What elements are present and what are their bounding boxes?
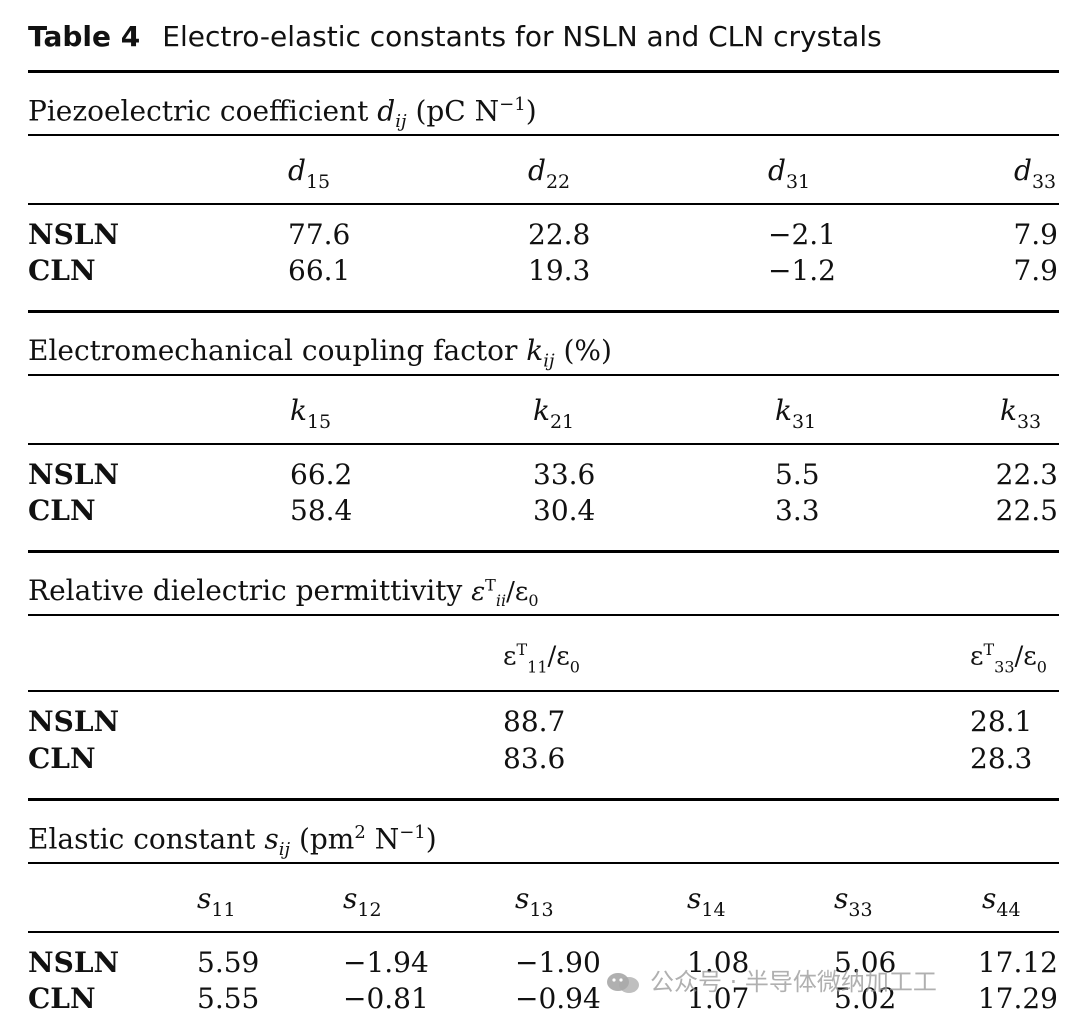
col-head-d33: d33 bbox=[1014, 154, 1057, 193]
table-cell: 5.59 bbox=[197, 946, 260, 979]
table-cell: 5.5 bbox=[775, 458, 820, 491]
rule bbox=[28, 862, 1059, 864]
caption-label: Table 4 bbox=[28, 20, 141, 53]
table-cell: 66.1 bbox=[288, 254, 351, 287]
col-head-k31: k31 bbox=[775, 394, 817, 433]
table-cell: 3.3 bbox=[775, 494, 820, 527]
table-cell: 28.1 bbox=[970, 705, 1033, 738]
col-head-d15: d15 bbox=[288, 154, 331, 193]
table-cell: 66.2 bbox=[290, 458, 353, 491]
section-title-piezo: Piezoelectric coefficient dij (pC N−1) bbox=[28, 94, 537, 132]
row-label: CLN bbox=[28, 494, 96, 527]
col-head-s11: s11 bbox=[197, 882, 236, 921]
section-rule bbox=[28, 550, 1059, 553]
rule bbox=[28, 443, 1059, 445]
table-cell: 17.12 bbox=[977, 946, 1058, 979]
table-cell: 22.3 bbox=[995, 458, 1058, 491]
col-head-k21: k21 bbox=[533, 394, 575, 433]
rule bbox=[28, 203, 1059, 205]
col-head-s14: s14 bbox=[687, 882, 726, 921]
col-head-eps11: εT11/ε0 bbox=[503, 640, 580, 677]
table-cell: 88.7 bbox=[503, 705, 566, 738]
col-head-d22: d22 bbox=[528, 154, 571, 193]
table-cell: 22.8 bbox=[528, 218, 591, 251]
col-head-eps33: εT33/ε0 bbox=[970, 640, 1047, 677]
table-cell: −1.90 bbox=[515, 946, 601, 979]
row-label: NSLN bbox=[28, 458, 120, 491]
row-label: NSLN bbox=[28, 946, 120, 979]
rule bbox=[28, 690, 1059, 692]
rule bbox=[28, 134, 1059, 136]
table-cell: −1.94 bbox=[343, 946, 429, 979]
table-cell: 77.6 bbox=[288, 218, 351, 251]
section-title-dielectric: Relative dielectric permittivity εTii/ε0 bbox=[28, 574, 539, 611]
section-title-elastic: Elastic constant sij (pm2 N−1) bbox=[28, 822, 437, 860]
col-head-s33: s33 bbox=[834, 882, 873, 921]
table-cell: −0.94 bbox=[515, 982, 601, 1015]
col-head-s44: s44 bbox=[982, 882, 1021, 921]
table-cell: 5.06 bbox=[834, 946, 897, 979]
table-cell: 7.9 bbox=[1013, 254, 1058, 287]
table-cell: −2.1 bbox=[768, 218, 836, 251]
table-cell: 19.3 bbox=[528, 254, 591, 287]
section-rule bbox=[28, 310, 1059, 313]
table-cell: 5.02 bbox=[834, 982, 897, 1015]
watermark-text: 公众号 · 半导体微纳加工工 bbox=[650, 968, 937, 996]
row-label: NSLN bbox=[28, 705, 120, 738]
table-cell: 5.55 bbox=[197, 982, 260, 1015]
rule bbox=[28, 931, 1059, 933]
table-caption: Table 4 Electro-elastic constants for NSL… bbox=[28, 20, 882, 53]
col-head-s12: s12 bbox=[343, 882, 382, 921]
table-cell: 17.29 bbox=[977, 982, 1058, 1015]
table-cell: −0.81 bbox=[343, 982, 429, 1015]
row-label: CLN bbox=[28, 254, 96, 287]
top-rule bbox=[28, 70, 1059, 73]
table-cell: 1.07 bbox=[687, 982, 750, 1015]
table-cell: 33.6 bbox=[533, 458, 596, 491]
col-head-s13: s13 bbox=[515, 882, 554, 921]
table-cell: 30.4 bbox=[533, 494, 596, 527]
table-cell: 1.08 bbox=[687, 946, 750, 979]
section-title-coupling: Electromechanical coupling factor kij (%… bbox=[28, 334, 612, 372]
row-label: NSLN bbox=[28, 218, 120, 251]
caption-text: Electro-elastic constants for NSLN and C… bbox=[162, 20, 882, 53]
col-head-d31: d31 bbox=[768, 154, 811, 193]
rule bbox=[28, 614, 1059, 616]
table-cell: 58.4 bbox=[290, 494, 353, 527]
table-cell: 83.6 bbox=[503, 742, 566, 775]
table-cell: 22.5 bbox=[995, 494, 1058, 527]
col-head-k33: k33 bbox=[1000, 394, 1042, 433]
table-cell: 7.9 bbox=[1013, 218, 1058, 251]
col-head-k15: k15 bbox=[290, 394, 332, 433]
watermark: 公众号 · 半导体微纳加工工 bbox=[606, 962, 937, 997]
wechat-icon bbox=[606, 972, 640, 994]
table-cell: 28.3 bbox=[970, 742, 1033, 775]
section-rule bbox=[28, 798, 1059, 801]
rule bbox=[28, 374, 1059, 376]
table-cell: −1.2 bbox=[768, 254, 836, 287]
row-label: CLN bbox=[28, 742, 96, 775]
row-label: CLN bbox=[28, 982, 96, 1015]
